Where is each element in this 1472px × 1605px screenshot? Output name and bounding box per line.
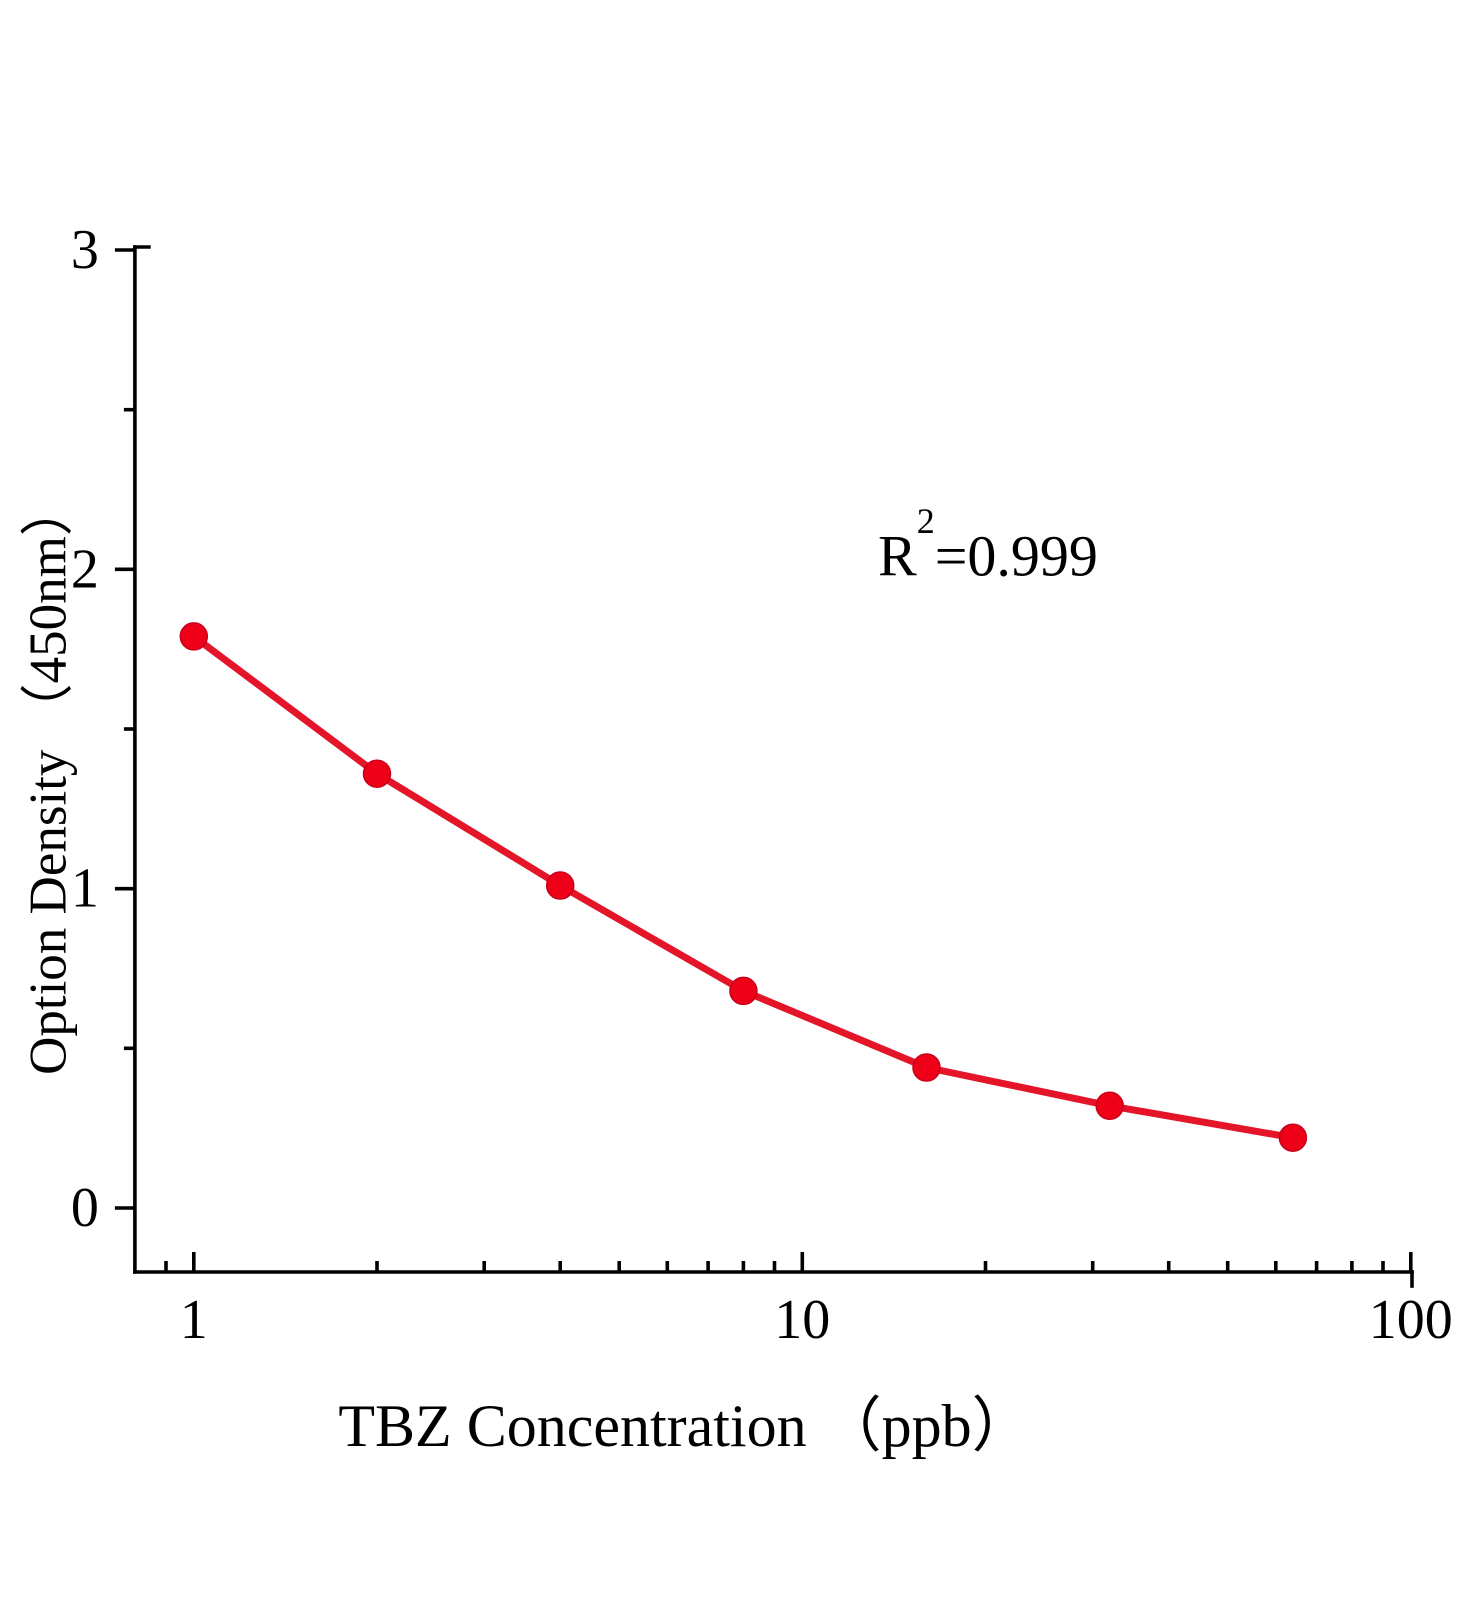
svg-text:0: 0 [71, 1177, 99, 1239]
svg-text:10: 10 [774, 1289, 830, 1351]
svg-text:3: 3 [71, 219, 99, 281]
svg-text:1: 1 [180, 1289, 208, 1351]
svg-text:100: 100 [1369, 1289, 1453, 1351]
